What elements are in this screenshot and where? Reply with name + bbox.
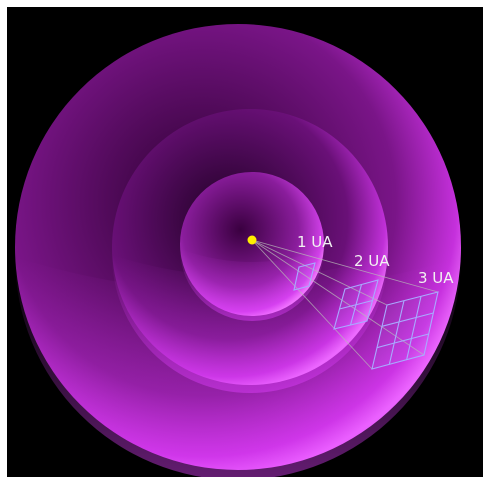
light-rays [251, 239, 439, 370]
grid-1-ua [293, 262, 316, 291]
grid-2-ua [333, 279, 379, 330]
inner-sphere-lower-shade [180, 249, 324, 321]
light-ray [251, 239, 425, 356]
label-2-ua: 2 UA [354, 252, 390, 270]
grid-line [406, 296, 422, 360]
inverse-square-diagram: 1 UA 2 UA 3 UA [15, 24, 461, 477]
light-ray [251, 239, 373, 370]
sun-icon [247, 235, 257, 245]
grid-line [381, 312, 434, 327]
grid-line [339, 299, 373, 310]
grid-outline [293, 262, 316, 291]
label-1-ua: 1 UA [297, 233, 333, 251]
grid-line [376, 333, 429, 349]
light-ray [251, 239, 388, 306]
middle-sphere-lower-shade [112, 255, 388, 393]
label-3-ua: 3 UA [418, 269, 454, 287]
diagram-frame: 1 UA 2 UA 3 UA [7, 7, 483, 477]
light-ray [251, 239, 439, 293]
grid-line [388, 300, 405, 365]
grid-3-ua [371, 291, 439, 370]
flux-grids [293, 262, 439, 370]
